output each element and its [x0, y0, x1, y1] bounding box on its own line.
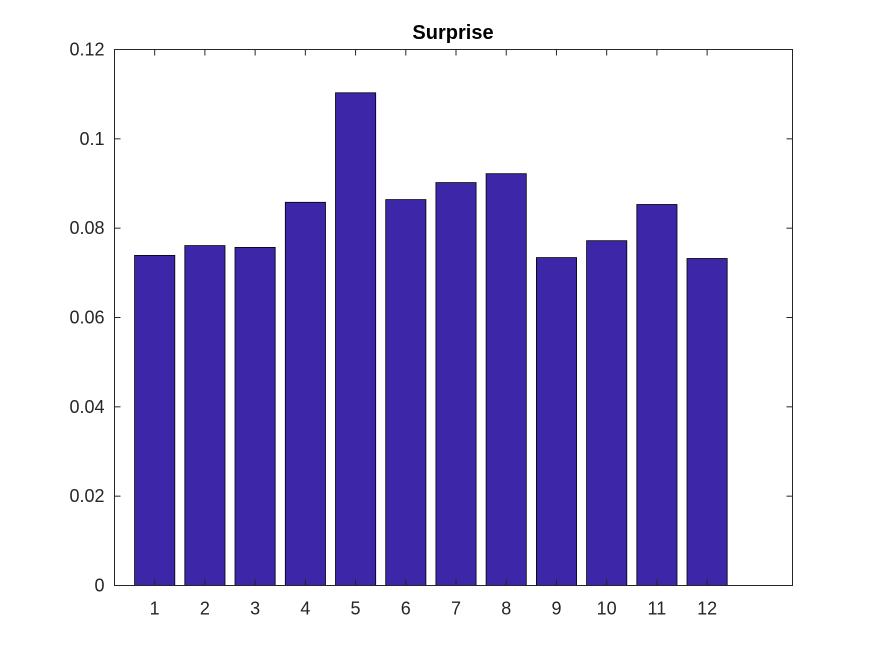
y-tick-label: 0 [94, 576, 104, 596]
bar-2 [184, 245, 226, 586]
y-tick-label: 0.1 [79, 129, 104, 149]
y-tick-label: 0.12 [69, 40, 104, 60]
x-tick-label: 8 [501, 599, 511, 619]
bar-7 [435, 182, 477, 586]
bar-6 [385, 199, 427, 586]
y-tick-label: 0.02 [69, 486, 104, 506]
bars-group [134, 92, 728, 586]
x-tick-label: 4 [300, 599, 310, 619]
chart-title: Surprise [412, 22, 493, 44]
x-tick-label: 1 [150, 599, 160, 619]
x-tick-label: 3 [250, 599, 260, 619]
bar-4 [284, 201, 326, 586]
bar-9 [536, 257, 578, 586]
bar-5 [335, 92, 377, 586]
x-tick-label: 11 [648, 599, 667, 619]
x-tick-label: 6 [401, 599, 411, 619]
bar-10 [586, 240, 628, 586]
x-tick-label: 10 [597, 599, 617, 619]
y-ticks-group: 0 0.02 0.04 0.06 0.08 0.1 0.12 [69, 40, 793, 596]
bar-8 [485, 173, 527, 586]
x-tick-label: 7 [451, 599, 461, 619]
x-ticks-group: 1 2 3 4 5 6 7 8 9 10 11 12 [150, 49, 717, 619]
bar-1 [134, 254, 176, 586]
y-tick-label: 0.08 [69, 218, 104, 238]
x-tick-label: 5 [351, 599, 361, 619]
bar-11 [636, 204, 678, 586]
bar-3 [234, 246, 276, 586]
x-tick-label: 12 [697, 599, 717, 619]
y-tick-label: 0.06 [69, 308, 104, 328]
x-tick-label: 9 [551, 599, 561, 619]
y-tick-label: 0.04 [69, 397, 104, 417]
x-tick-label: 2 [200, 599, 210, 619]
bar-12 [686, 258, 728, 586]
